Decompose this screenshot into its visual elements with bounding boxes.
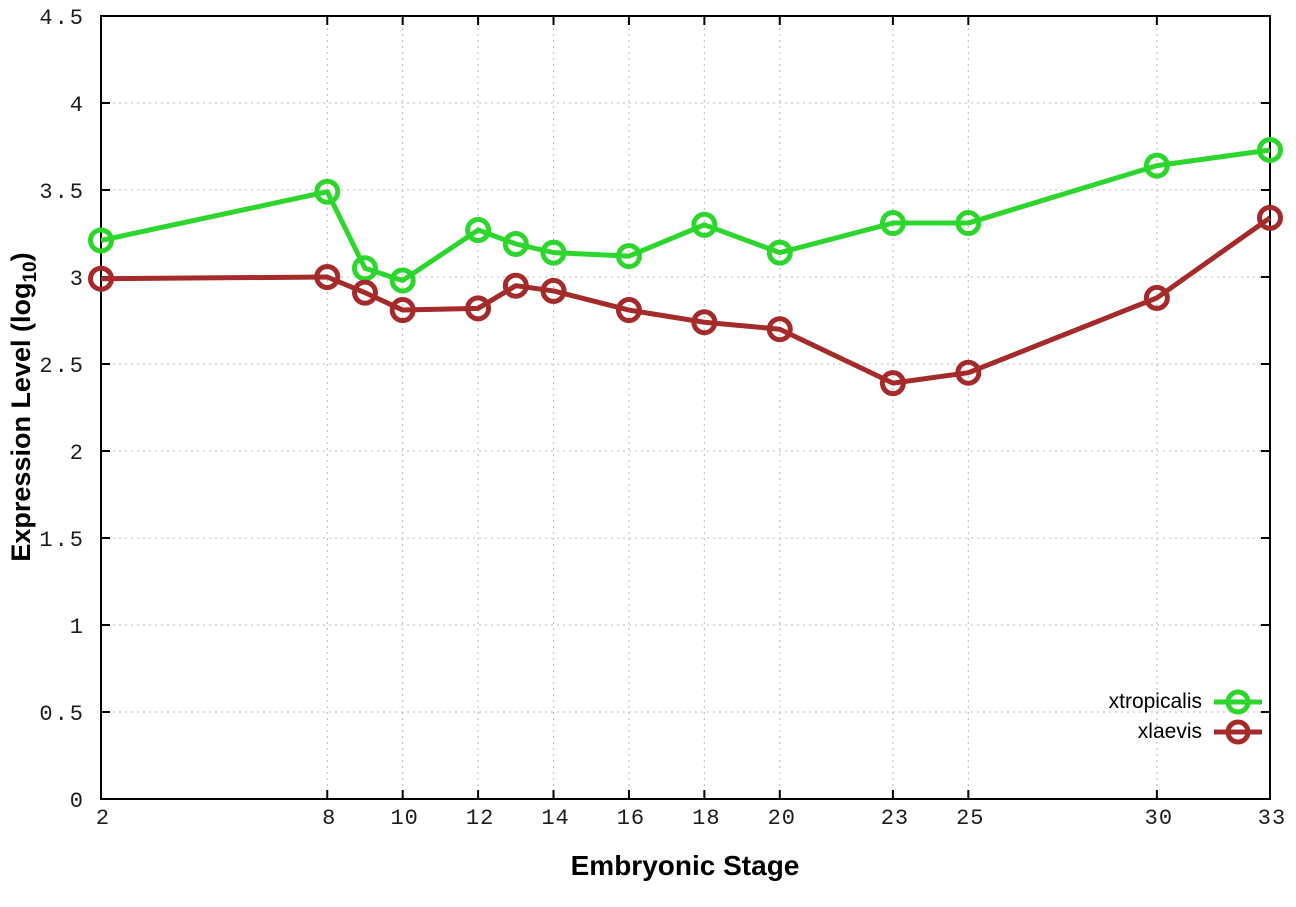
- data-point-xtropicalis: [1257, 136, 1283, 163]
- x-tick-label: 10: [390, 806, 418, 831]
- data-point-xlaevis: [879, 370, 906, 397]
- legend-marker-xlaevis-icon: [1214, 719, 1262, 745]
- data-point-xtropicalis: [691, 211, 718, 238]
- data-point-xtropicalis: [955, 210, 982, 237]
- x-tick-label: 12: [466, 806, 494, 831]
- legend-item-xlaevis: xlaevis: [1138, 717, 1264, 747]
- legend-item-xtropicalis: xtropicalis: [1109, 687, 1264, 717]
- data-point-xtropicalis: [314, 178, 341, 205]
- data-point-xtropicalis: [766, 239, 793, 266]
- y-tick-label: 2.5: [39, 354, 85, 379]
- y-axis-title-close: ): [5, 252, 36, 262]
- data-point-xlaevis: [389, 297, 416, 324]
- data-point-xtropicalis: [88, 227, 114, 254]
- data-point-xlaevis: [502, 272, 529, 299]
- x-tick-label: 16: [617, 806, 645, 831]
- data-point-xlaevis: [955, 359, 982, 386]
- data-point-xlaevis: [314, 264, 341, 290]
- x-tick-label: 18: [692, 806, 720, 831]
- x-tick-label: 14: [541, 806, 569, 831]
- data-point-xlaevis: [88, 265, 114, 292]
- data-point-xtropicalis: [465, 217, 492, 244]
- y-axis-title-subscript: 10: [20, 261, 42, 283]
- data-point-xlaevis: [351, 279, 378, 306]
- legend: xtropicalis xlaevis: [1109, 687, 1264, 747]
- x-tick-label: 23: [881, 806, 909, 831]
- legend-label-xtropicalis: xtropicalis: [1108, 690, 1202, 713]
- data-point-xlaevis: [766, 316, 793, 343]
- data-point-xlaevis: [691, 309, 718, 336]
- data-point-xtropicalis: [1143, 152, 1170, 179]
- x-tick-label: 30: [1145, 806, 1173, 831]
- series-line-xlaevis: [100, 215, 1272, 386]
- y-tick-label: 1.5: [39, 528, 85, 553]
- x-axis-title: Embryonic Stage: [570, 850, 800, 881]
- data-point-xlaevis: [615, 297, 642, 324]
- series-line-xtropicalis: [100, 147, 1271, 283]
- legend-marker-xtropicalis-icon: [1214, 689, 1262, 715]
- y-tick-label: 1: [70, 615, 85, 640]
- y-tick-label: 0.5: [39, 702, 85, 727]
- x-tick-label: 33: [1258, 806, 1286, 831]
- y-tick-label: 4: [70, 93, 85, 118]
- data-point-xlaevis: [465, 295, 492, 322]
- y-tick-label: 3.5: [39, 180, 85, 205]
- data-point-xtropicalis: [615, 243, 642, 270]
- legend-label-xlaevis: xlaevis: [1137, 720, 1202, 743]
- data-point-xtropicalis: [389, 267, 416, 294]
- x-tick-label: 2: [96, 806, 110, 831]
- y-tick-label: 2: [70, 441, 85, 466]
- data-point-xtropicalis: [879, 210, 906, 237]
- x-tick-label: 8: [322, 806, 336, 831]
- data-point-xlaevis: [1143, 284, 1170, 311]
- data-point-xtropicalis: [502, 230, 529, 257]
- y-tick-label: 0: [70, 789, 85, 814]
- y-axis-title-text: Expression Level (log: [5, 282, 36, 562]
- data-point-xlaevis: [1257, 204, 1283, 231]
- y-tick-label: 4.5: [39, 6, 85, 31]
- data-point-xtropicalis: [540, 239, 567, 266]
- y-axis-title: Expression Level (log10): [6, 252, 42, 561]
- x-tick-label: 25: [956, 806, 984, 831]
- data-point-xtropicalis: [351, 255, 378, 282]
- x-tick-label: 20: [768, 806, 796, 831]
- y-tick-label: 3: [70, 267, 85, 292]
- data-point-xlaevis: [540, 277, 567, 304]
